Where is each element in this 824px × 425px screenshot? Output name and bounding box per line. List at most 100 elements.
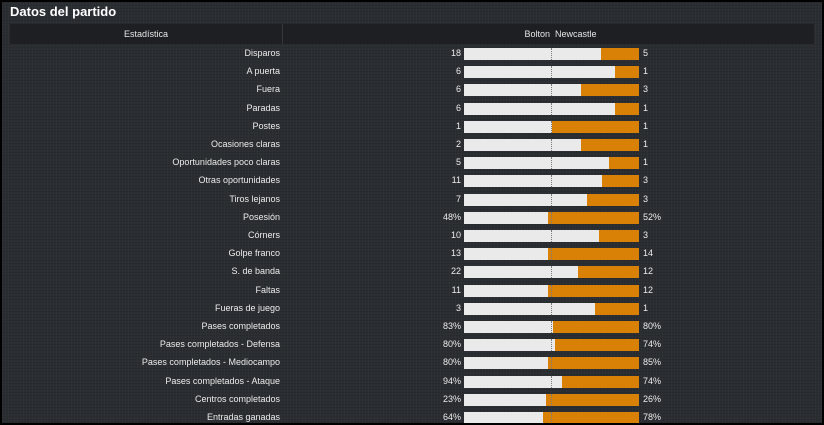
comparison-bar [464, 66, 639, 79]
home-share-fill [464, 248, 548, 261]
stat-row: Otras oportunidades 11 3 [10, 172, 814, 189]
away-value: 1 [643, 157, 649, 168]
comparison-bar [464, 211, 639, 224]
away-value: 1 [643, 302, 649, 313]
home-share-fill [464, 66, 615, 79]
home-share-fill [464, 139, 582, 151]
comparison-bar [464, 84, 639, 97]
home-value: 6 [455, 102, 461, 113]
home-value: 13 [450, 248, 461, 259]
home-share-fill [464, 48, 601, 60]
comparison-bar [464, 357, 639, 370]
midpoint-line [551, 393, 552, 406]
away-value: 14 [643, 248, 654, 259]
away-value: 1 [643, 139, 649, 149]
away-value: 85% [643, 357, 662, 368]
stat-label: Golpe franco [228, 248, 280, 259]
home-share-fill [464, 412, 543, 423]
stat-label: Tiros lejanos [229, 193, 280, 204]
stat-label: Ocasiones claras [210, 139, 280, 149]
home-value: 2 [455, 139, 461, 149]
comparison-bar [464, 193, 639, 206]
home-share-fill [464, 339, 555, 352]
stat-label: Disparos [244, 48, 280, 58]
home-value: 10 [450, 230, 461, 240]
away-value: 80% [643, 321, 662, 331]
comparison-bar [464, 157, 639, 170]
away-value: 74% [643, 375, 662, 386]
comparison-bar [464, 321, 639, 333]
away-value: 12 [643, 284, 654, 295]
stat-label: Pases completados - Defensa [159, 339, 280, 350]
stat-row: Ocasiones claras 2 1 [10, 136, 814, 153]
away-value: 26% [643, 393, 662, 404]
home-share-fill [464, 102, 615, 115]
stat-row: Entradas ganadas 64% 78% [10, 409, 814, 423]
stat-row: Fueras de juego 3 1 [10, 300, 814, 317]
home-value: 3 [455, 302, 461, 313]
stat-label: Pases completados - Mediocampo [141, 357, 280, 368]
away-value: 3 [643, 84, 649, 95]
home-share-fill [464, 266, 578, 279]
midpoint-line [551, 412, 552, 423]
stat-label: Córners [247, 230, 280, 240]
away-value: 52% [643, 211, 662, 222]
midpoint-line [551, 66, 552, 79]
comparison-bar [464, 120, 639, 133]
away-value: 3 [643, 193, 649, 204]
away-value: 1 [643, 102, 649, 113]
comparison-bar [464, 339, 639, 352]
home-value: 11 [451, 175, 461, 186]
stat-label: Entradas ganadas [206, 412, 280, 422]
stat-row: Pases completados - Defensa 80% 74% [10, 336, 814, 353]
home-share-fill [464, 302, 596, 315]
home-share-fill [464, 375, 562, 388]
comparison-bar [464, 248, 639, 261]
home-value: 11 [451, 284, 461, 295]
midpoint-line [551, 375, 552, 388]
home-share-fill [464, 230, 599, 242]
panel-title: Datos del partido [10, 4, 117, 19]
stat-row: Faltas 11 12 [10, 282, 814, 299]
stat-label: Fueras de juego [214, 302, 280, 313]
stat-label: S. de banda [231, 266, 280, 277]
home-value: 1 [455, 120, 461, 131]
away-value: 12 [643, 266, 654, 277]
comparison-bar [464, 175, 639, 188]
stat-row: Pases completados - Ataque 94% 74% [10, 373, 814, 390]
midpoint-line [551, 84, 552, 97]
comparison-bar [464, 102, 639, 115]
midpoint-line [551, 175, 552, 188]
comparison-bar [464, 266, 639, 279]
stat-label: Postes [252, 120, 280, 131]
home-share-fill [464, 357, 548, 370]
home-share-fill [464, 393, 547, 406]
home-share-fill [464, 120, 552, 133]
home-share-fill [464, 321, 554, 333]
midpoint-line [551, 120, 552, 133]
away-value: 5 [643, 48, 649, 58]
home-value: 6 [455, 84, 461, 95]
stat-row: S. de banda 22 12 [10, 263, 814, 280]
stat-label: A puerta [246, 66, 280, 77]
stat-label: Faltas [255, 284, 280, 295]
midpoint-line [551, 357, 552, 370]
stat-row: Fuera 6 3 [10, 81, 814, 98]
home-share-fill [464, 284, 548, 297]
home-value: 83% [442, 321, 461, 331]
stat-label: Oportunidades poco claras [172, 157, 280, 168]
home-value: 80% [442, 339, 461, 350]
home-value: 80% [442, 357, 461, 368]
home-value: 18 [450, 48, 461, 58]
home-value: 7 [455, 193, 461, 204]
home-value: 6 [455, 66, 461, 77]
home-share-fill [464, 175, 603, 188]
stat-row: Paradas 6 1 [10, 100, 814, 117]
stat-row: Golpe franco 13 14 [10, 245, 814, 262]
stat-row: A puerta 6 1 [10, 63, 814, 80]
comparison-bar [464, 302, 639, 315]
stat-label: Paradas [246, 102, 280, 113]
comparison-bar [464, 393, 639, 406]
midpoint-line [551, 284, 552, 297]
